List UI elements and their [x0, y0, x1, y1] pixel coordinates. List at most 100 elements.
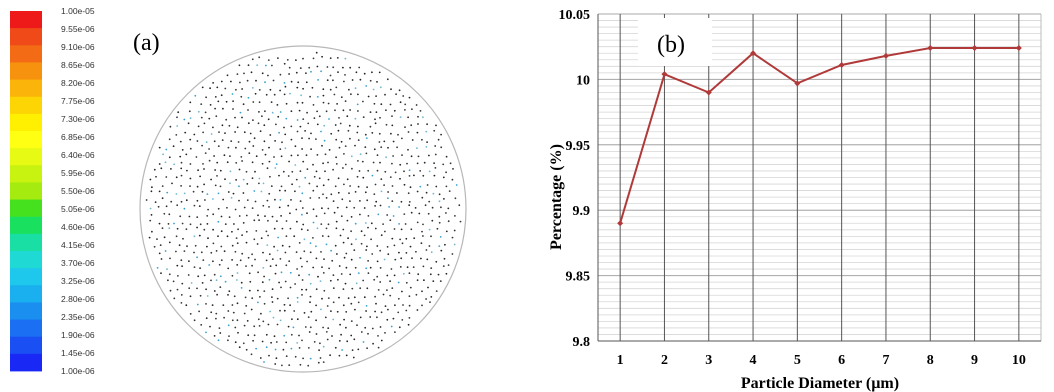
particle: [345, 354, 348, 357]
particle: [273, 156, 275, 158]
y-tick-label: 10.05: [559, 8, 591, 23]
particle: [458, 204, 461, 207]
particle: [230, 196, 233, 199]
particle: [430, 235, 432, 238]
particle: [189, 223, 192, 226]
particle: [339, 234, 342, 237]
particle: [205, 303, 207, 305]
particle: [218, 327, 221, 329]
particle: [316, 65, 319, 68]
particle: [346, 178, 349, 181]
chart-ticks: 9.8 9.85 9.9 9.95 10 10.05 1 2 3 4 5 6 7 8 9 10: [559, 8, 1026, 368]
particle: [177, 275, 179, 277]
particle: [323, 258, 325, 260]
particle: [325, 110, 328, 113]
particle: [279, 111, 282, 113]
particle: [242, 342, 245, 345]
particle: [408, 201, 411, 203]
particle: [217, 145, 220, 148]
particle: [291, 170, 294, 173]
particle: [158, 252, 161, 255]
particle: [281, 244, 284, 247]
particle: [322, 162, 324, 165]
particle: [267, 74, 269, 77]
particle: [223, 250, 226, 253]
particle: [205, 317, 208, 320]
particle: [288, 364, 291, 366]
particle: [354, 144, 356, 147]
particle: [262, 182, 265, 185]
particle: [187, 274, 190, 276]
particle: [231, 274, 234, 277]
particle: [313, 117, 316, 119]
particle: [353, 249, 356, 252]
particle: [393, 244, 396, 247]
particle: [257, 289, 259, 292]
particle: [168, 241, 171, 244]
particle: [209, 325, 211, 328]
particle: [344, 74, 346, 76]
particle: [400, 257, 403, 260]
particle: [203, 228, 206, 231]
particle: [201, 144, 204, 147]
domain-circle: [139, 45, 467, 373]
particle: [230, 140, 233, 143]
particle: [343, 183, 345, 186]
particle: [317, 79, 319, 81]
particle: [289, 304, 291, 307]
particle: [299, 200, 302, 203]
series-point: [661, 71, 668, 78]
particle: [315, 138, 317, 141]
particle: [445, 171, 447, 174]
particle: [251, 161, 254, 164]
particle: [241, 252, 244, 255]
particle: [408, 169, 411, 172]
particle: [232, 192, 235, 195]
particle: [296, 101, 299, 104]
chart-axes: [597, 14, 1041, 342]
particle: [263, 275, 265, 278]
particle: [447, 220, 450, 223]
particle: [296, 130, 299, 133]
particle: [405, 237, 408, 240]
particle: [245, 241, 248, 244]
particle: [438, 215, 441, 218]
particle: [323, 289, 326, 292]
particle: [392, 215, 395, 217]
particle: [407, 148, 409, 151]
particle: [297, 154, 299, 157]
particle: [344, 100, 347, 102]
particle: [428, 228, 431, 231]
particle: [264, 81, 266, 84]
particle: [438, 193, 441, 196]
particle: [344, 145, 347, 148]
particle: [238, 185, 240, 188]
particle: [241, 160, 244, 162]
particle: [212, 213, 215, 216]
particle: [189, 163, 192, 165]
particle: [422, 174, 425, 177]
particle: [428, 245, 431, 247]
colorbar-tick-label: 9.10e-06: [61, 42, 95, 52]
particle: [335, 163, 338, 165]
particle: [214, 184, 217, 187]
particle: [169, 257, 171, 260]
particle: [261, 340, 264, 343]
particle: [245, 265, 247, 267]
particle: [386, 246, 389, 248]
particle: [399, 266, 402, 268]
particle: [404, 126, 406, 128]
particle: [428, 200, 431, 203]
particle: [283, 334, 286, 337]
particle: [235, 146, 237, 149]
particle: [250, 353, 253, 356]
particle: [308, 182, 311, 185]
particle: [453, 229, 456, 232]
particle: [374, 122, 377, 125]
particle: [401, 319, 404, 321]
particle: [258, 56, 261, 59]
particle: [394, 171, 397, 174]
particle: [254, 170, 256, 173]
particle: [257, 318, 260, 321]
particle: [384, 170, 387, 173]
